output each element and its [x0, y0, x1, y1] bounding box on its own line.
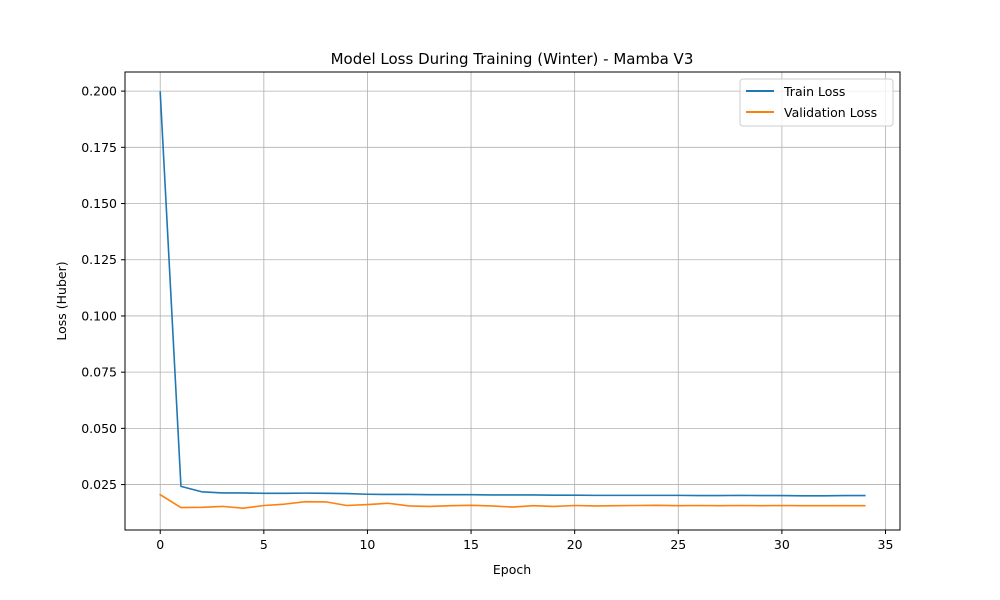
y-axis-label: Loss (Huber) — [54, 261, 69, 340]
y-tick-label: 0.150 — [81, 196, 117, 211]
legend-box — [739, 78, 894, 127]
plot-area — [124, 71, 901, 531]
series-line-validation-loss — [159, 493, 866, 509]
legend-label-train-loss: Train Loss — [783, 84, 845, 99]
y-tick-label: 0.100 — [81, 308, 117, 323]
x-tick-label: 30 — [774, 537, 790, 552]
axis-ticks: 0 5 10 15 20 25 30 35 0.025 0.050 0.075 0.100 0.125 0… — [81, 84, 893, 552]
y-tick-label: 0.075 — [81, 365, 117, 380]
series-layer — [159, 91, 866, 509]
legend: Train Loss Validation Loss — [739, 78, 894, 127]
x-axis-label: Epoch — [493, 562, 531, 577]
x-tick-label: 35 — [878, 537, 894, 552]
x-tick-label: 25 — [670, 537, 686, 552]
x-tick-label: 10 — [359, 537, 375, 552]
y-tick-label: 0.200 — [81, 84, 117, 99]
y-tick-label: 0.175 — [81, 140, 117, 155]
y-tick-label: 0.125 — [81, 252, 117, 267]
x-tick-label: 0 — [156, 537, 164, 552]
x-tick-label: 5 — [260, 537, 268, 552]
chart-title: Model Loss During Training (Winter) - Ma… — [331, 50, 694, 68]
legend-label-validation-loss: Validation Loss — [784, 105, 877, 120]
grid — [125, 72, 900, 530]
series-line-train-loss — [159, 91, 866, 497]
x-tick-label: 15 — [463, 537, 479, 552]
x-tick-label: 20 — [567, 537, 583, 552]
y-tick-label: 0.025 — [81, 477, 117, 492]
y-tick-label: 0.050 — [81, 421, 117, 436]
